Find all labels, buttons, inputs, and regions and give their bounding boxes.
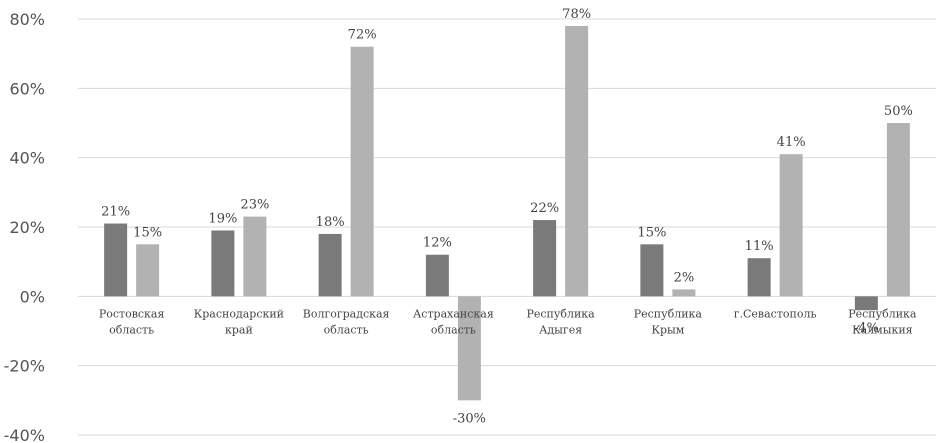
- y-tick-label: -40%: [4, 426, 45, 443]
- bar-series-2: [565, 25, 589, 297]
- data-label: 72%: [348, 28, 377, 43]
- data-label: 15%: [133, 225, 162, 240]
- bar-series-2: [350, 46, 374, 297]
- bar-series-2: [243, 216, 267, 297]
- bars: [104, 25, 910, 401]
- data-label: 18%: [316, 215, 345, 230]
- data-label: -30%: [453, 411, 486, 426]
- category-labels: Ростовская область Краснодарский край Волгог…: [99, 307, 917, 336]
- bar-series-1: [211, 230, 235, 297]
- data-labels: 21% 19% 18% 12% 22% 15% 11% -4% 15% 23% 72% -30% 78%…: [101, 7, 913, 426]
- y-tick-label: 60%: [9, 79, 45, 98]
- bar-series-1: [854, 296, 878, 311]
- data-label: 41%: [777, 135, 806, 150]
- y-axis-tick-labels: -40% -20% 0% 20% 40% 60% 80%: [4, 10, 45, 443]
- bar-series-1: [318, 233, 342, 297]
- y-tick-label: 0%: [20, 287, 45, 306]
- bar-series-1: [747, 258, 771, 297]
- data-label: 19%: [208, 211, 237, 226]
- data-label: 23%: [240, 198, 269, 213]
- data-label: 2%: [674, 270, 695, 285]
- category-label: Республика Адыгея: [526, 307, 595, 336]
- data-label: 11%: [745, 239, 774, 254]
- data-label: 15%: [637, 225, 666, 240]
- data-label: 22%: [530, 201, 559, 216]
- y-tick-label: 40%: [9, 149, 45, 168]
- data-label: 12%: [423, 236, 452, 251]
- data-label: 78%: [562, 7, 591, 22]
- y-tick-label: -20%: [4, 357, 45, 376]
- bar-series-2: [136, 244, 160, 297]
- bar-series-1: [640, 244, 664, 297]
- category-label: Краснодарский край: [194, 307, 284, 336]
- y-tick-label: 80%: [9, 10, 45, 29]
- category-label: г.Севастополь: [734, 307, 817, 320]
- data-label: -4%: [854, 321, 879, 336]
- bar-series-2: [886, 123, 910, 297]
- bar-series-1: [533, 220, 557, 297]
- y-tick-label: 20%: [9, 218, 45, 237]
- bar-series-2: [779, 154, 803, 297]
- bar-series-1: [425, 254, 449, 297]
- bar-series-1: [104, 223, 128, 297]
- data-label: 21%: [101, 205, 130, 220]
- category-label: Астраханская область: [413, 307, 494, 336]
- category-label: Ростовская область: [99, 307, 165, 336]
- category-label: Республика Крым: [634, 307, 703, 336]
- category-label: Волгоградская область: [303, 307, 390, 336]
- category-label: Республика Калмыкия: [848, 307, 917, 336]
- bar-series-2: [672, 289, 696, 297]
- gridlines: [78, 18, 936, 436]
- bar-series-2: [457, 296, 481, 401]
- data-label: 50%: [884, 104, 913, 119]
